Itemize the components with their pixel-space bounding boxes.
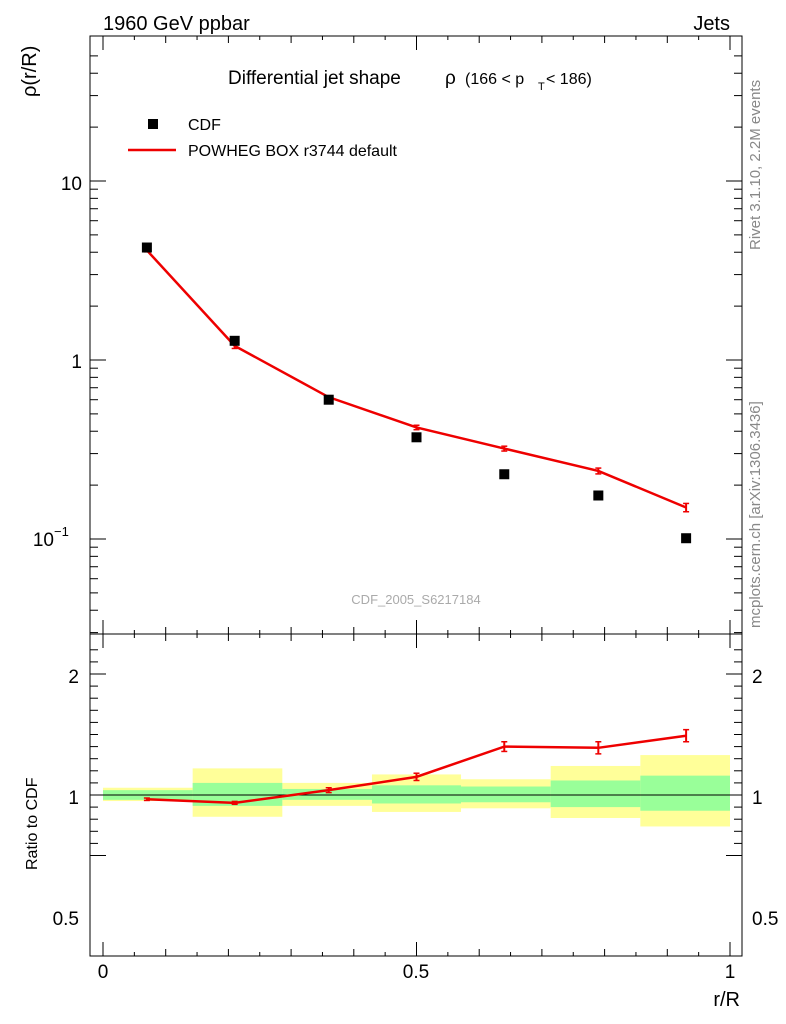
y-tick-label-0.1-base: 10 — [33, 530, 54, 551]
y-tick-label-0.1-exp: −1 — [54, 524, 69, 539]
x-tick-label-1: 1 — [725, 962, 736, 983]
y-tick-label-1: 1 — [71, 352, 82, 373]
mc-line — [145, 249, 687, 509]
main-panel: Differential jet shape ρ (166 < p T < 18… — [19, 35, 743, 635]
ratio-band-stat — [461, 786, 551, 803]
analysis-id: CDF_2005_S6217184 — [351, 592, 480, 607]
cdf-data-point — [411, 432, 422, 443]
ratio-panel: Ratio to CDF 2 1 0.5 2 1 0.5 0 0.5 1 r/R — [24, 633, 778, 1011]
title-rho: ρ — [445, 68, 456, 89]
ratio-band-stat — [282, 788, 372, 800]
main-axis-ticks — [90, 36, 742, 634]
ratio-y-tick-label-right-1: 1 — [752, 788, 763, 809]
title-cut-post: < 186) — [546, 71, 592, 88]
ratio-y-tick-label-right-0.5: 0.5 — [752, 909, 778, 930]
header-left: 1960 GeV ppbar — [103, 13, 250, 35]
ratio-band-stat — [550, 780, 641, 808]
source-label: mcplots.cern.ch [arXiv:1306.3436] — [747, 401, 764, 628]
main-y-axis-label: ρ(r/R) — [19, 46, 41, 97]
ratio-series — [143, 728, 690, 806]
ratio-band-stat — [640, 775, 730, 811]
legend-mc-label: POWHEG BOX r3744 default — [188, 143, 398, 160]
rivet-label: Rivet 3.1.10, 2.2M events — [747, 80, 764, 250]
title-cut-pre: (166 < p — [465, 71, 524, 88]
cdf-data-point — [141, 242, 152, 253]
x-axis-label: r/R — [713, 989, 740, 1011]
cdf-data-point — [681, 533, 692, 544]
cdf-data-point — [229, 335, 240, 346]
ratio-y-tick-label-left-2: 2 — [68, 667, 79, 688]
x-tick-label-0: 0 — [98, 962, 109, 983]
ratio-y-tick-label-left-1: 1 — [68, 788, 79, 809]
ratio-axis-ticks — [90, 634, 742, 956]
ratio-frame — [89, 633, 743, 957]
main-series — [141, 242, 692, 544]
ratio-y-axis-label: Ratio to CDF — [24, 777, 41, 870]
ratio-y-tick-label-left-0.5: 0.5 — [53, 909, 79, 930]
legend: CDF POWHEG BOX r3744 default — [128, 117, 398, 160]
cdf-data-point — [499, 469, 510, 480]
title-cut-sub: T — [538, 81, 545, 93]
legend-data-marker — [148, 119, 158, 129]
ratio-band-stat — [371, 785, 462, 804]
x-tick-label-0.5: 0.5 — [403, 962, 429, 983]
cdf-data-point — [323, 394, 334, 405]
cdf-data-point — [593, 490, 604, 501]
ratio-y-tick-label-right-2: 2 — [752, 667, 763, 688]
title-main: Differential jet shape — [228, 68, 401, 89]
ratio-bands — [103, 755, 730, 827]
legend-data-label: CDF — [188, 117, 221, 134]
header-right: Jets — [693, 13, 730, 35]
y-tick-label-10: 10 — [61, 174, 82, 195]
